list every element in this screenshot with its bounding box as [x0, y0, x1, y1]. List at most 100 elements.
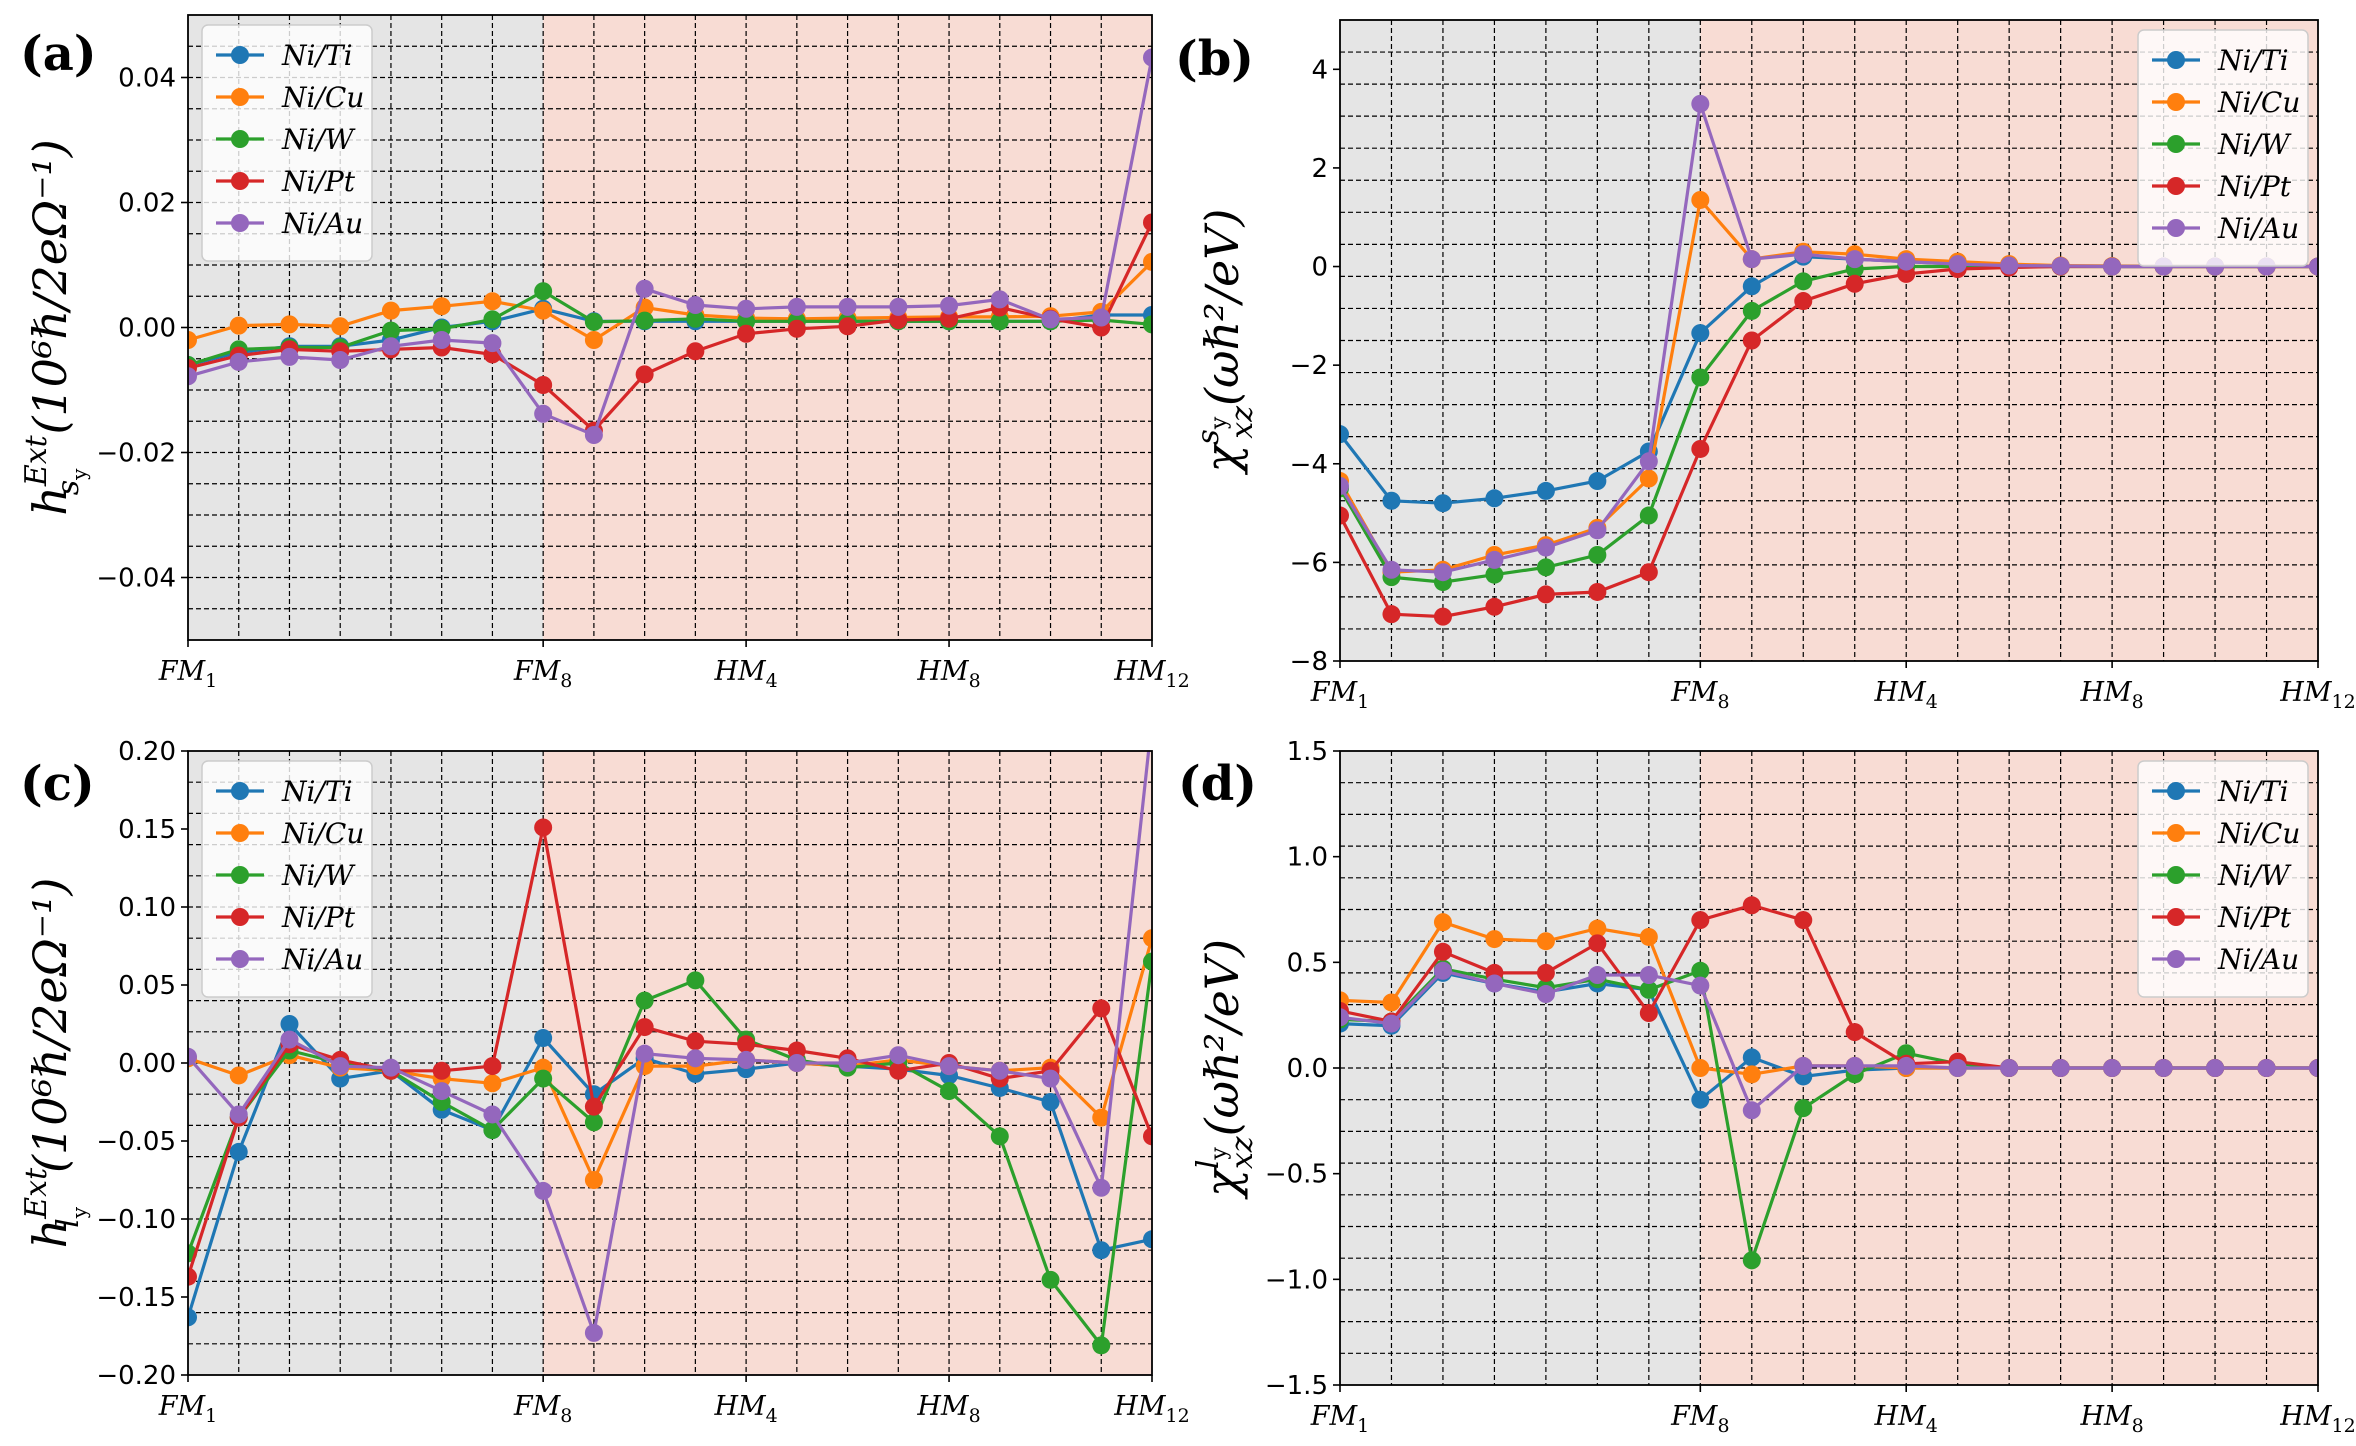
data-point [1794, 911, 1813, 930]
data-point [1433, 607, 1452, 626]
data-point [534, 282, 553, 301]
data-point [188, 1308, 197, 1327]
x-tick-label: FM1 [158, 1391, 217, 1427]
x-tick-label: FM1 [1310, 677, 1369, 713]
data-point [280, 1030, 299, 1049]
data-point [381, 1058, 400, 1077]
y-tick-label: −2 [1290, 351, 1328, 381]
legend-label: Ni/Pt [2217, 901, 2292, 934]
legend-marker [2167, 177, 2185, 195]
data-point [838, 317, 857, 336]
data-point [1691, 961, 1710, 980]
data-point [635, 311, 654, 330]
x-tick-label: FM8 [513, 656, 572, 692]
y-tick-label: 0.5 [1287, 948, 1328, 978]
data-point [686, 971, 705, 990]
y-tick-label: −8 [1290, 647, 1328, 677]
data-point [483, 1121, 502, 1140]
data-point [1485, 597, 1504, 616]
legend-marker [2167, 782, 2185, 800]
data-point [1639, 1004, 1658, 1023]
data-point [1143, 711, 1161, 729]
legend-marker [2167, 219, 2185, 237]
data-point [1742, 1251, 1761, 1270]
data-point [584, 1097, 603, 1116]
data-point [534, 1029, 553, 1048]
x-tick-label: HM8 [916, 656, 980, 692]
data-point [686, 1049, 705, 1068]
y-axis-label: hExtsy(10⁶ℏ/2eΩ⁻¹) [19, 139, 91, 516]
data-point [1143, 929, 1152, 948]
data-point [889, 1061, 908, 1080]
data-point [483, 1105, 502, 1124]
legend-label: Ni/Ti [281, 39, 353, 72]
data-point [1433, 494, 1452, 513]
y-axis-label: χlyxz(ωℏ²/eV) [1191, 939, 1260, 1200]
data-point [1143, 1127, 1152, 1146]
y-axis-label: hExtly(10⁶ℏ/2eΩ⁻¹) [19, 878, 91, 1249]
y-tick-label: 4 [1311, 55, 1328, 85]
x-tick-label: HM8 [2079, 1401, 2143, 1437]
data-point [188, 1267, 197, 1286]
data-point [940, 1057, 959, 1076]
data-point [1143, 952, 1152, 971]
data-point [1092, 1178, 1111, 1197]
legend-label: Ni/Au [281, 943, 363, 976]
data-point [584, 426, 603, 444]
data-point [990, 1061, 1009, 1080]
data-point [1794, 1056, 1813, 1075]
data-point [483, 1074, 502, 1093]
data-point [280, 347, 299, 366]
data-point [1536, 558, 1555, 577]
data-point [1143, 315, 1152, 334]
data-point [1742, 250, 1761, 269]
data-point [331, 1057, 350, 1076]
data-point [1340, 425, 1349, 444]
data-point [1041, 1069, 1060, 1088]
series-ni-au [188, 711, 1161, 1342]
legend-marker [231, 214, 249, 232]
data-point [1588, 472, 1607, 491]
data-point [635, 1018, 654, 1037]
legend-marker [2167, 135, 2185, 153]
data-point [990, 290, 1009, 309]
data-point [188, 367, 197, 386]
legend-box [2137, 29, 2309, 267]
data-point [534, 818, 553, 837]
x-tick-label: HM8 [916, 1391, 980, 1427]
data-point [1143, 1230, 1152, 1249]
legend: Ni/Ti Ni/Cu Ni/W Ni/Pt Ni/Au [2137, 29, 2309, 267]
data-point [1588, 966, 1607, 985]
data-point [1639, 506, 1658, 525]
data-point [1433, 961, 1452, 980]
data-point [584, 1171, 603, 1189]
data-point [1742, 277, 1761, 296]
data-point [1536, 985, 1555, 1004]
x-tick-label: HM12 [2279, 1401, 2355, 1437]
x-tick-label: HM4 [713, 1391, 777, 1427]
data-point [432, 1082, 451, 1101]
x-tick-label: HM12 [1113, 1391, 1189, 1427]
legend-marker [2167, 93, 2185, 111]
data-point [584, 312, 603, 331]
data-point [2103, 1059, 2122, 1077]
data-point [1485, 565, 1504, 584]
data-point [1897, 264, 1916, 283]
panel-letter: (c) [20, 756, 95, 812]
y-tick-label: 0.05 [118, 971, 176, 1001]
data-point [2154, 1059, 2173, 1077]
data-point [1845, 1023, 1864, 1042]
data-point [483, 334, 502, 353]
data-point [534, 376, 553, 394]
data-point [1143, 48, 1152, 67]
data-point [737, 1050, 756, 1069]
data-point [1639, 980, 1658, 999]
legend: Ni/Ti Ni/Cu Ni/W Ni/Pt Ni/Au [201, 24, 373, 262]
panel-letter: (d) [1178, 756, 1257, 812]
y-tick-label: −0.20 [96, 1361, 176, 1391]
data-point [940, 1082, 959, 1101]
data-point [838, 1054, 857, 1072]
y-tick-label: 0.00 [118, 314, 176, 344]
data-point [483, 292, 502, 311]
y-tick-label: 1.0 [1287, 843, 1328, 873]
